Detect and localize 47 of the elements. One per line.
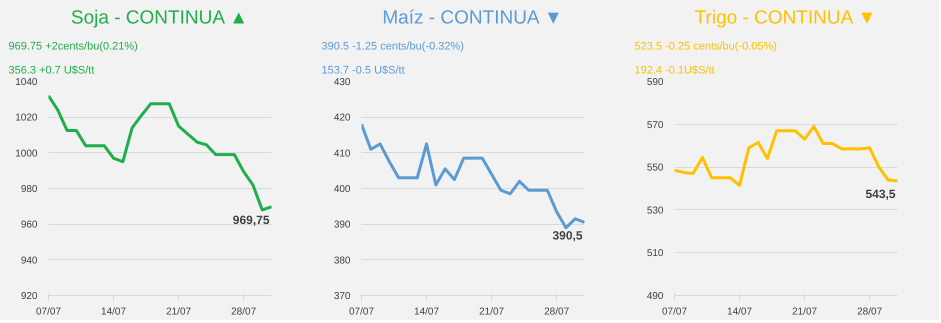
y-tick-label: 920: [20, 291, 38, 302]
text: 356.3 +0.7 U$S/tt: [8, 64, 94, 76]
x-tick-label: 14/07: [727, 306, 752, 318]
y-tick-label: 940: [20, 255, 38, 266]
chart-title: Trigo - CONTINUA ▼: [694, 8, 876, 28]
y-tick-label: 510: [646, 248, 664, 260]
x-tick-label: 28/07: [231, 306, 257, 318]
y-tick-label: 530: [646, 205, 664, 216]
x-tick-label: 28/07: [544, 306, 570, 318]
data-label: 969,75: [232, 212, 270, 227]
x-tick-label: 07/07: [348, 306, 374, 318]
y-tick-label: 370: [334, 291, 351, 302]
y-tick-label: 1000: [15, 148, 38, 160]
x-tick-label: 14/07: [414, 306, 440, 318]
text: 192.4 -0.1U$S/tt: [634, 64, 715, 76]
data-label: 543,5: [865, 187, 896, 202]
line-series: [48, 94, 272, 212]
y-tick-label: 550: [646, 162, 664, 174]
x-tick-label: 07/07: [36, 306, 62, 318]
x-tick-label: 21/07: [166, 306, 192, 318]
line-series: [674, 124, 898, 187]
line-series: [362, 122, 584, 230]
x-tick-label: 21/07: [792, 306, 818, 318]
y-tick-label: 1020: [15, 112, 38, 124]
y-tick-label: 960: [20, 220, 38, 231]
text: 153.7 -0.5 U$S/tt: [322, 64, 405, 76]
y-tick-label: 380: [334, 255, 351, 266]
y-tick-label: 390: [334, 220, 351, 231]
y-tick-label: 420: [334, 112, 351, 124]
y-tick-label: 1040: [15, 77, 38, 88]
x-tick-label: 28/07: [857, 306, 883, 318]
chart-subtitle: 969.75 +2cents/bu(0.21%): [8, 40, 138, 52]
x-tick-label: 21/07: [479, 306, 505, 318]
chart-subtitle: 390.5 -1.25 cents/bu(-0.32%): [322, 40, 464, 52]
chart-title: Soja - CONTINUA ▲: [70, 8, 248, 28]
data-label: 390,5: [552, 228, 583, 242]
y-tick-label: 430: [334, 77, 351, 88]
chart-title: Maíz - CONTINUA ▼: [382, 8, 563, 28]
x-tick-label: 14/07: [101, 306, 126, 318]
y-tick-label: 410: [334, 148, 351, 160]
y-tick-label: 590: [646, 77, 664, 88]
y-tick-label: 400: [334, 184, 351, 195]
x-tick-label: 07/07: [662, 306, 688, 318]
chart-subtitle: 523.5 -0.25 cents/bu(-0.05%): [634, 40, 777, 52]
y-tick-label: 490: [646, 291, 664, 302]
y-tick-label: 570: [646, 120, 664, 131]
y-tick-label: 980: [20, 184, 38, 195]
